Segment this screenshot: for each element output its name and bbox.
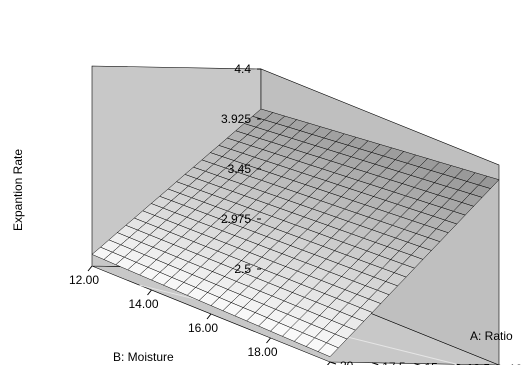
tick-labels: 2.5 2.975 3.45 3.925 4.4 12.00 14.00 16.00 18.00… xyxy=(69,62,523,365)
moisture-tick xyxy=(266,337,271,344)
moisture-tick-label: 18.00 xyxy=(247,345,277,359)
response-surface xyxy=(91,108,500,357)
surface-cell xyxy=(317,342,339,357)
z-tick-label: 2.975 xyxy=(221,212,251,226)
ratio-tick-label: 12.5 xyxy=(467,361,491,365)
ratio-tick xyxy=(329,361,337,365)
ratio-tick-label: 17.5 xyxy=(382,360,406,365)
moisture-tick xyxy=(87,265,93,272)
z-tick-label: 4.4 xyxy=(234,62,251,76)
y-axis-title: B: Moisture xyxy=(113,350,174,364)
ratio-tick xyxy=(372,362,379,365)
z-tick-label: 2.5 xyxy=(234,262,251,276)
moisture-tick-label: 14.00 xyxy=(128,297,158,311)
ratio-tick-label: 15 xyxy=(425,361,439,365)
axis-ticks xyxy=(87,68,501,365)
moisture-tick-label: 16.00 xyxy=(188,321,218,335)
x-axis-title: A: Ratio xyxy=(470,329,513,343)
moisture-tick xyxy=(147,289,152,296)
z-axis-title: Expantion Rate xyxy=(11,149,25,231)
moisture-tick-label: 12.00 xyxy=(69,273,99,287)
z-tick-label: 3.925 xyxy=(221,112,251,126)
moisture-tick xyxy=(206,313,212,320)
ratio-tick-label: 10 xyxy=(509,362,523,365)
ratio-tick-label: 20 xyxy=(340,359,354,365)
z-tick-label: 3.45 xyxy=(228,162,252,176)
